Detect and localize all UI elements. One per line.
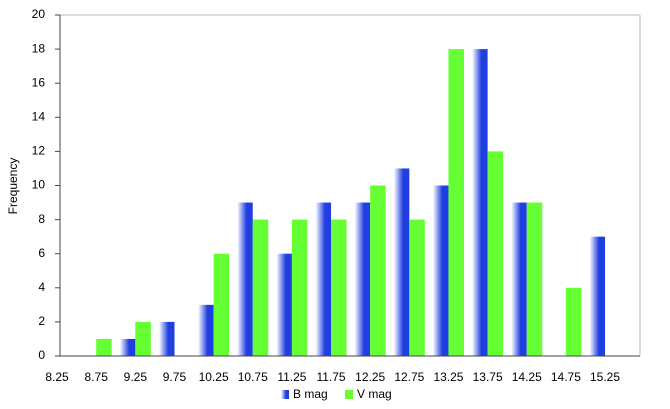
y-tick-label: 12 — [32, 144, 46, 158]
bar — [448, 49, 464, 356]
bar — [370, 185, 386, 356]
bar — [96, 338, 112, 356]
x-tick-label: 8.25 — [45, 370, 69, 384]
x-tick-label: 9.75 — [163, 370, 187, 384]
bar — [487, 151, 504, 356]
bar — [213, 253, 230, 356]
bar — [589, 236, 606, 356]
bar — [354, 202, 371, 356]
x-tick-label: 13.25 — [433, 370, 463, 384]
bar — [237, 202, 253, 356]
legend-swatch — [345, 390, 353, 399]
y-tick-label: 8 — [38, 212, 45, 226]
x-tick-label: 9.25 — [124, 370, 148, 384]
y-tick-label: 10 — [32, 178, 46, 192]
bar — [565, 287, 582, 356]
x-tick-label: 13.75 — [473, 370, 503, 384]
x-tick-label: 14.75 — [551, 370, 581, 384]
bar — [526, 202, 543, 356]
x-tick-label: 10.25 — [199, 370, 229, 384]
bar — [158, 321, 175, 356]
bar — [511, 202, 527, 356]
x-tick-label: 11.75 — [316, 370, 345, 384]
bar — [291, 219, 308, 356]
y-tick-label: 0 — [38, 348, 45, 362]
bar — [119, 338, 136, 356]
y-tick-label: 6 — [38, 246, 45, 260]
x-tick-label: 14.25 — [512, 370, 542, 384]
x-tick-label: 15.25 — [590, 370, 620, 384]
x-tick-label: 8.75 — [85, 370, 109, 384]
bar — [135, 321, 151, 356]
x-tick-label: 12.25 — [355, 370, 385, 384]
y-tick-label: 20 — [32, 7, 46, 21]
bar — [198, 304, 214, 356]
y-tick-label: 16 — [32, 75, 46, 89]
y-tick-label: 4 — [38, 280, 45, 294]
bar — [276, 253, 292, 356]
x-tick-label: 10.75 — [238, 370, 268, 384]
y-tick-label: 18 — [32, 41, 46, 55]
x-tick-label: 11.25 — [277, 370, 306, 384]
y-tick-label: 2 — [38, 314, 45, 328]
legend-label: B mag — [293, 387, 328, 401]
legend-label: V mag — [357, 387, 392, 401]
x-tick-label: 12.75 — [394, 370, 424, 384]
y-axis-label: Frequency — [6, 158, 20, 215]
bar — [331, 219, 347, 356]
bar — [393, 168, 410, 356]
bar — [409, 219, 425, 356]
bar — [472, 49, 488, 356]
bar — [315, 202, 332, 356]
bar — [252, 219, 269, 356]
y-tick-label: 14 — [32, 109, 46, 123]
legend-swatch — [281, 390, 289, 399]
bar — [432, 185, 449, 356]
